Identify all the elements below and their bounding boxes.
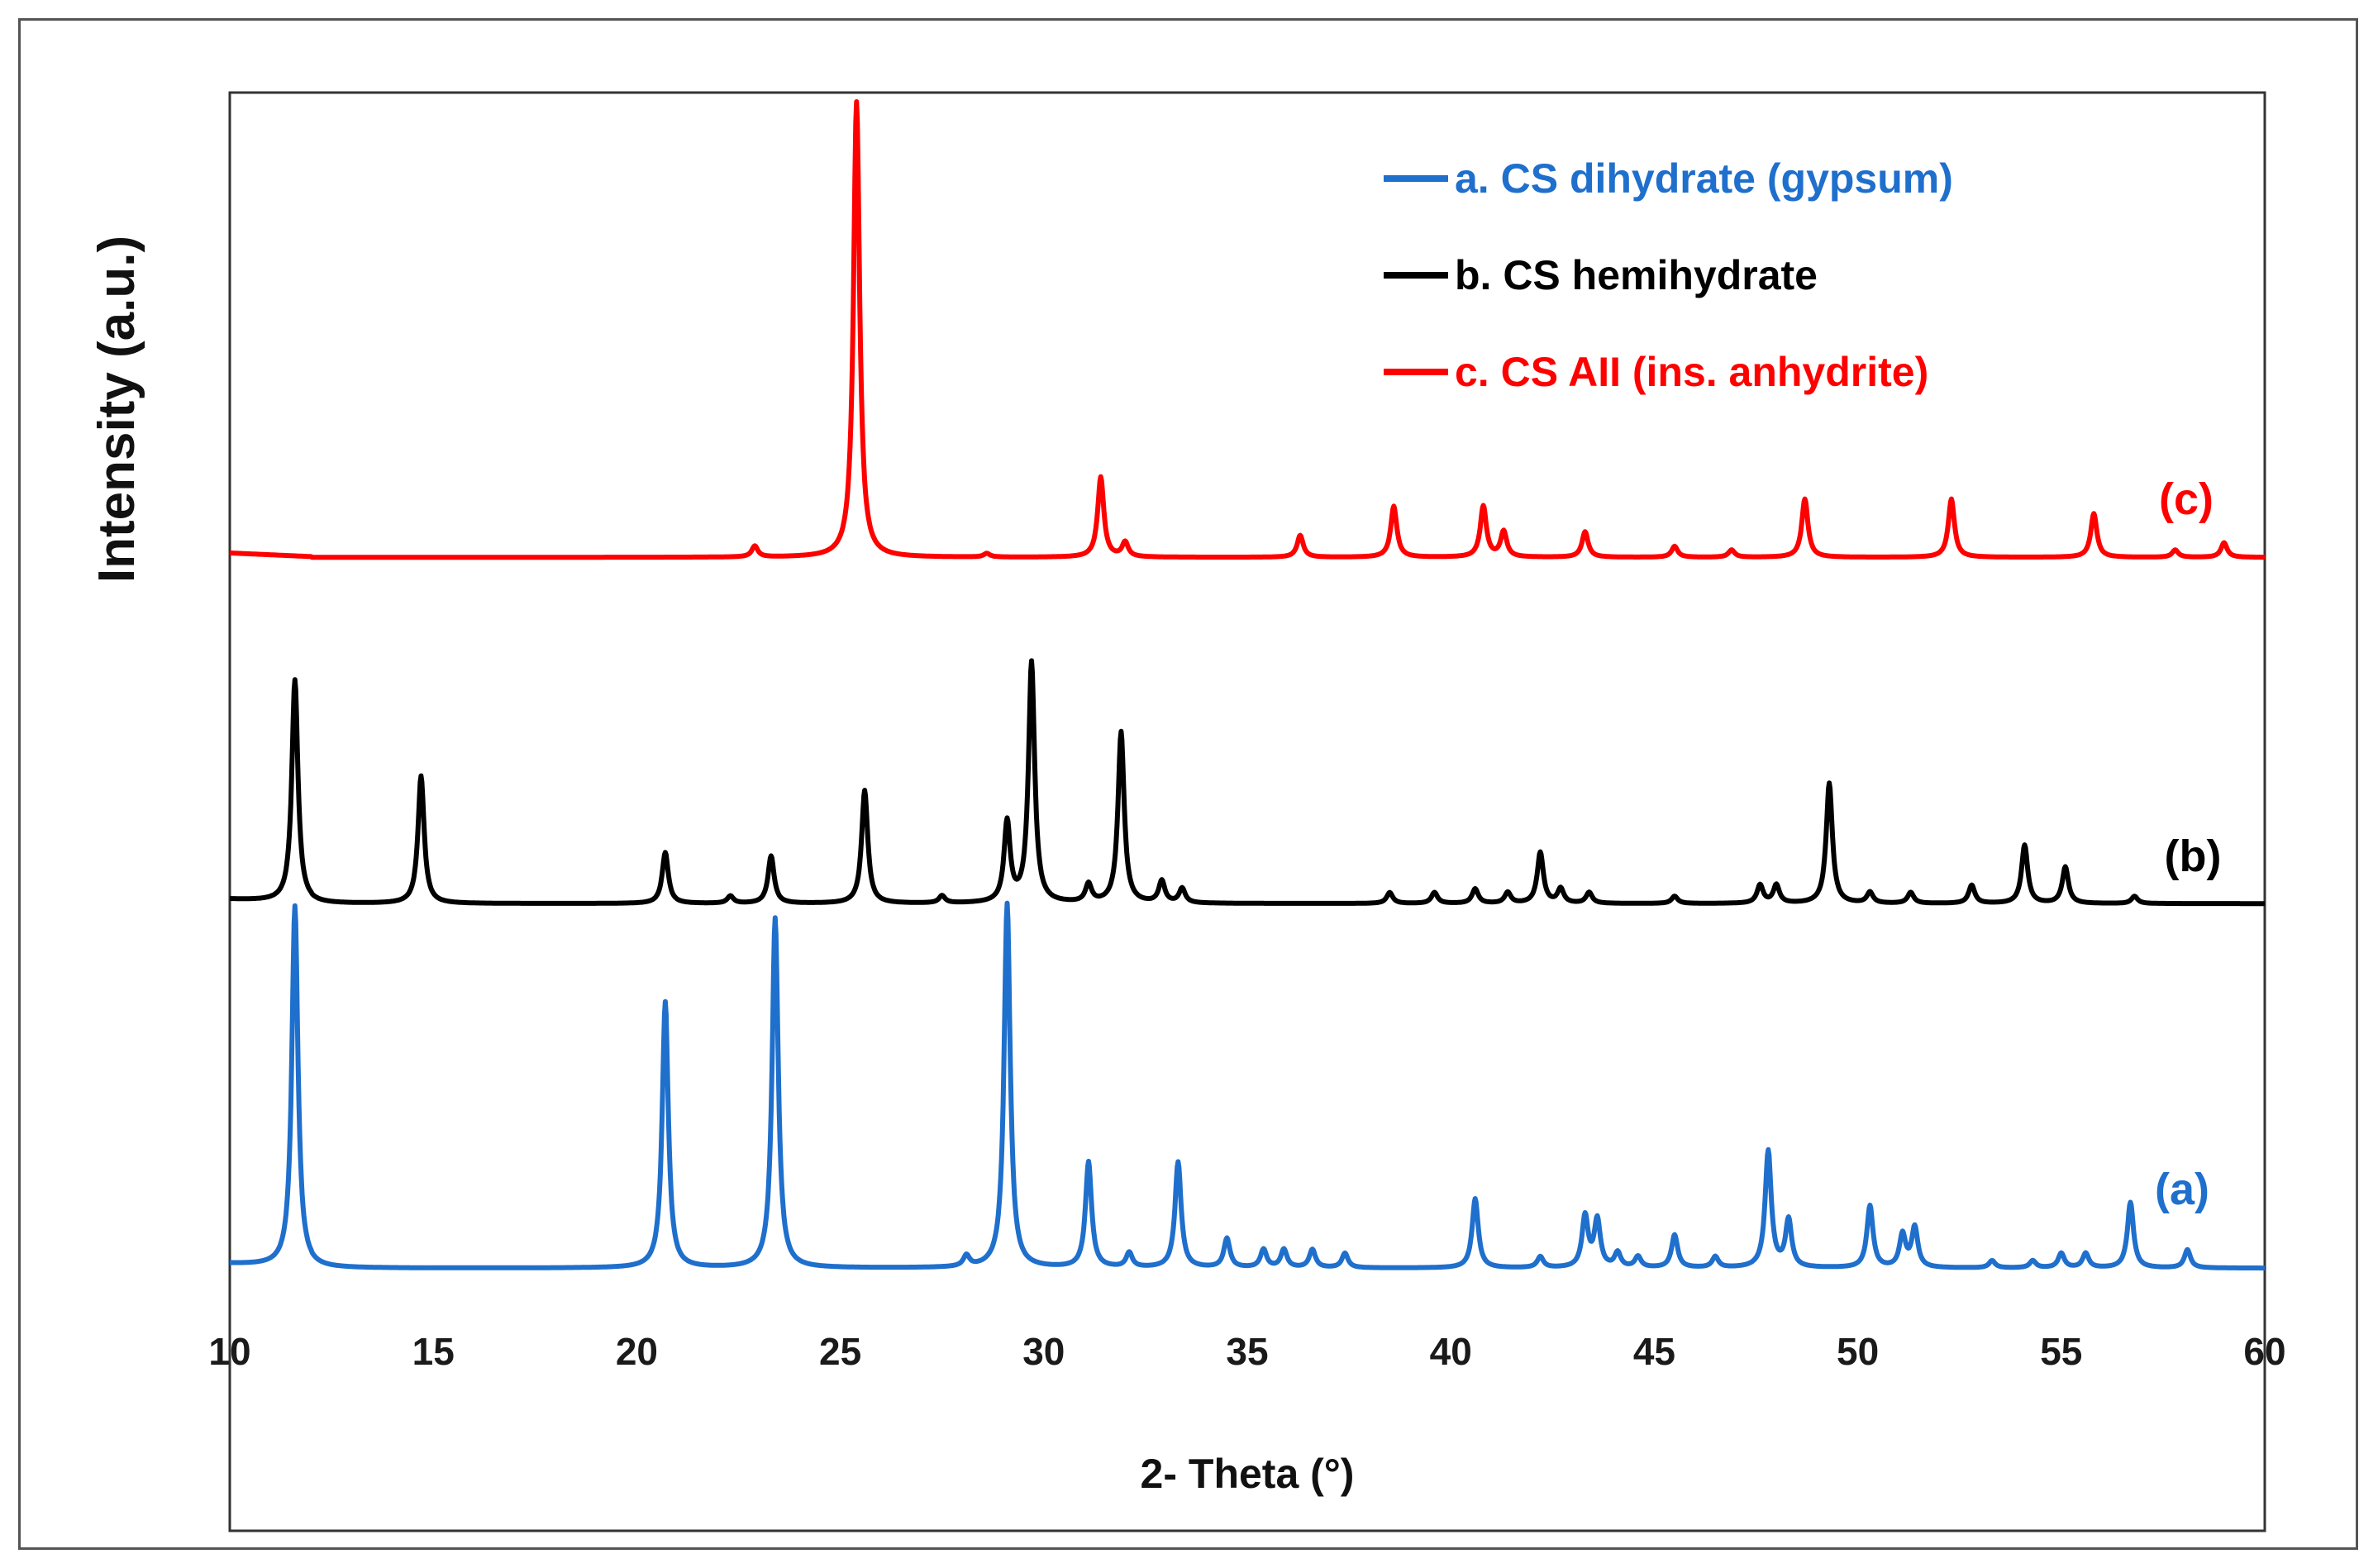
- x-tick-labels: 10 15 20 25 30 35 40 45 50 55 60: [208, 1330, 2285, 1373]
- x-tick-label: 10: [208, 1330, 250, 1373]
- series-label-c: (c): [2159, 474, 2214, 524]
- x-tick-label: 55: [2040, 1330, 2082, 1373]
- x-tick-label: 50: [1837, 1330, 1879, 1373]
- x-tick-label: 35: [1226, 1330, 1268, 1373]
- series-layer: [228, 99, 2266, 1271]
- x-axis-title: 2- Theta (°): [1141, 1451, 1355, 1497]
- legend-label-c: c. CS AII (ins. anhydrite): [1455, 349, 1928, 395]
- legend-label-b: b. CS hemihydrate: [1455, 252, 1818, 298]
- x-tick-label: 30: [1022, 1330, 1065, 1373]
- y-axis-title: Intensity (a.u.): [88, 236, 145, 583]
- x-tick-label: 25: [819, 1330, 861, 1373]
- x-tick-label: 15: [412, 1330, 455, 1373]
- series-line-b: [228, 658, 2266, 907]
- x-tick-label: 20: [616, 1330, 658, 1373]
- x-tick-label: 60: [2243, 1330, 2285, 1373]
- figure-frame: [18, 18, 2358, 1550]
- series-label-b: (b): [2165, 832, 2222, 881]
- plot-area-border: [228, 91, 2266, 1532]
- series-label-a: (a): [2155, 1165, 2209, 1214]
- x-tick-label: 45: [1633, 1330, 1675, 1373]
- legend-label-a: a. CS dihydrate (gypsum): [1455, 155, 1953, 202]
- x-tick-label: 40: [1430, 1330, 1472, 1373]
- legend: a. CS dihydrate (gypsum) b. CS hemihydra…: [1384, 155, 1953, 395]
- series-line-c: [228, 99, 2266, 560]
- series-line-a: [228, 900, 2266, 1271]
